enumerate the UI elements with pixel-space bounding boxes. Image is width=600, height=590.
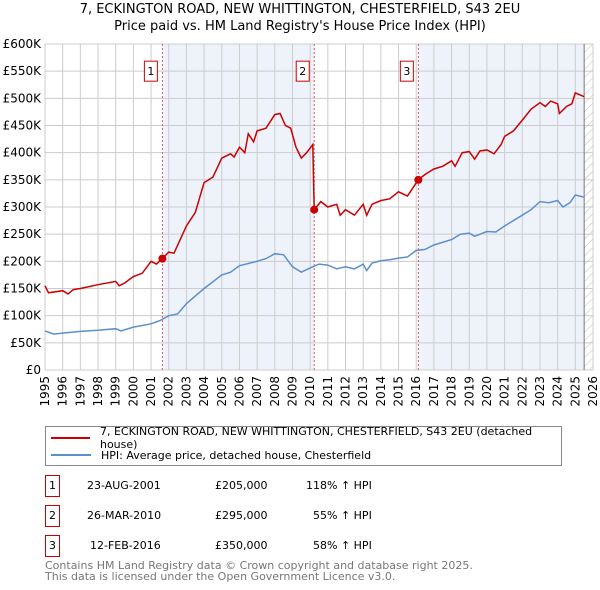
x-tick-label: 2019 — [462, 376, 476, 407]
sale-label-box — [399, 60, 414, 82]
x-tick-label: 2015 — [392, 376, 406, 407]
x-tick-label: 2000 — [126, 376, 140, 407]
x-tick-label: 2002 — [162, 376, 176, 407]
transaction-hpi: 55% ↑ HPI — [313, 509, 372, 522]
x-tick-label: 2003 — [179, 376, 193, 407]
x-tick-label: 2010 — [303, 376, 317, 407]
x-tick-label: 2021 — [498, 376, 512, 407]
x-tick-label: 2004 — [197, 376, 211, 407]
sale-label-box — [143, 60, 158, 82]
transaction-row: 1 23-AUG-2001 £205,000 118% ↑ HPI — [45, 475, 445, 497]
x-tick-label: 1997 — [73, 376, 87, 407]
hpi-line — [44, 194, 585, 335]
transaction-hpi: 58% ↑ HPI — [313, 539, 372, 552]
x-tick-label: 2013 — [356, 376, 370, 407]
legend-property: 7, ECKINGTON ROAD, NEW WHITTINGTON, CHES… — [99, 425, 533, 451]
sale-label: 3 — [403, 65, 410, 78]
transaction-marker: 1 — [45, 475, 60, 497]
legend-red-line — [51, 437, 90, 439]
transaction-date: 23-AUG-2001 — [87, 479, 161, 492]
sale-label: 2 — [299, 65, 306, 78]
sale-point — [414, 175, 423, 184]
x-tick-label: 1998 — [91, 376, 105, 407]
x-tick-label: 2024 — [551, 376, 565, 407]
y-tick-label: £350K — [3, 173, 43, 187]
x-tick-label: 1996 — [56, 376, 70, 407]
x-tick-label: 2025 — [568, 376, 582, 407]
x-tick-label: 2026 — [586, 376, 600, 407]
sale-point — [158, 254, 167, 263]
y-tick-label: £450K — [3, 119, 43, 133]
y-tick-label: £550K — [3, 64, 43, 78]
x-tick-label: 2001 — [144, 376, 158, 407]
x-tick-label: 2011 — [321, 376, 335, 407]
property-price-line — [44, 91, 585, 295]
x-tick-label: 1995 — [38, 376, 52, 407]
x-tick-label: 2006 — [232, 376, 246, 407]
x-tick-label: 2023 — [533, 376, 547, 407]
x-tick-label: 2018 — [445, 376, 459, 407]
y-tick-label: £0 — [26, 363, 41, 377]
x-tick-label: 2008 — [268, 376, 282, 407]
transaction-price: £205,000 — [215, 479, 268, 492]
transaction-marker: 3 — [45, 535, 60, 557]
transaction-hpi: 118% ↑ HPI — [306, 479, 372, 492]
x-tick-label: 2022 — [515, 376, 529, 407]
transaction-marker: 2 — [45, 505, 60, 527]
transaction-price: £350,000 — [215, 539, 268, 552]
transaction-date: 12-FEB-2016 — [90, 539, 161, 552]
x-tick-label: 2009 — [285, 376, 299, 407]
y-tick-label: £600K — [3, 37, 43, 51]
footer-licence: This data is licensed under the Open Gov… — [45, 570, 396, 583]
transaction-row: 2 26-MAR-2010 £295,000 55% ↑ HPI — [45, 505, 445, 527]
x-tick-label: 1999 — [109, 376, 123, 407]
y-tick-label: £150K — [3, 282, 43, 296]
sale-label: 1 — [147, 65, 154, 78]
x-tick-label: 2012 — [339, 376, 353, 407]
x-tick-label: 2007 — [250, 376, 264, 407]
price-chart: 1995 1996 1997 1998 1999 2000 2001 2002 2003 2004… — [3, 37, 600, 407]
y-tick-label: £50K — [10, 336, 42, 350]
x-tick-label: 2016 — [409, 376, 423, 407]
chart-title: 7, ECKINGTON ROAD, NEW WHITTINGTON, CHES… — [79, 2, 521, 17]
y-tick-label: £100K — [3, 309, 43, 323]
y-tick-label: £200K — [3, 254, 43, 268]
sale-label-box — [295, 60, 310, 82]
y-tick-label: £300K — [3, 200, 43, 214]
legend-hpi: HPI: Average price, detached house, Ches… — [101, 448, 372, 462]
sale-point — [310, 205, 319, 214]
x-tick-label: 2017 — [427, 376, 441, 407]
y-tick-label: £400K — [3, 146, 43, 160]
chart-subtitle: Price paid vs. HM Land Registry's House … — [114, 19, 486, 34]
y-tick-label: £500K — [3, 91, 43, 105]
x-tick-label: 2020 — [480, 376, 494, 407]
y-tick-label: £250K — [3, 227, 43, 241]
footer-copyright: Contains HM Land Registry data © Crown c… — [45, 559, 473, 572]
transaction-date: 26-MAR-2010 — [87, 509, 162, 522]
transaction-price: £295,000 — [215, 509, 268, 522]
x-tick-label: 2014 — [374, 376, 388, 407]
legend-blue-line — [51, 454, 91, 456]
x-tick-label: 2005 — [215, 376, 229, 407]
transaction-row: 3 12-FEB-2016 £350,000 58% ↑ HPI — [45, 535, 445, 557]
legend: 7, ECKINGTON ROAD, NEW WHITTINGTON, CHES… — [45, 425, 562, 466]
